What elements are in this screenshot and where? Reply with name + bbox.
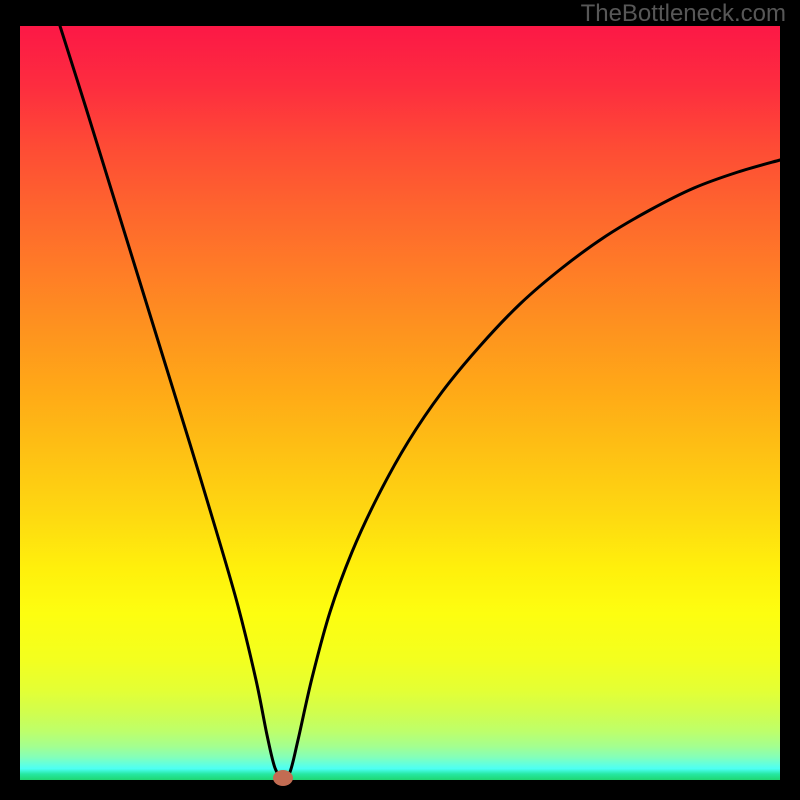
chart-stage: TheBottleneck.com <box>0 0 800 800</box>
watermark-label: TheBottleneck.com <box>581 0 786 28</box>
gradient-background <box>0 0 800 800</box>
plot-area <box>20 26 780 780</box>
